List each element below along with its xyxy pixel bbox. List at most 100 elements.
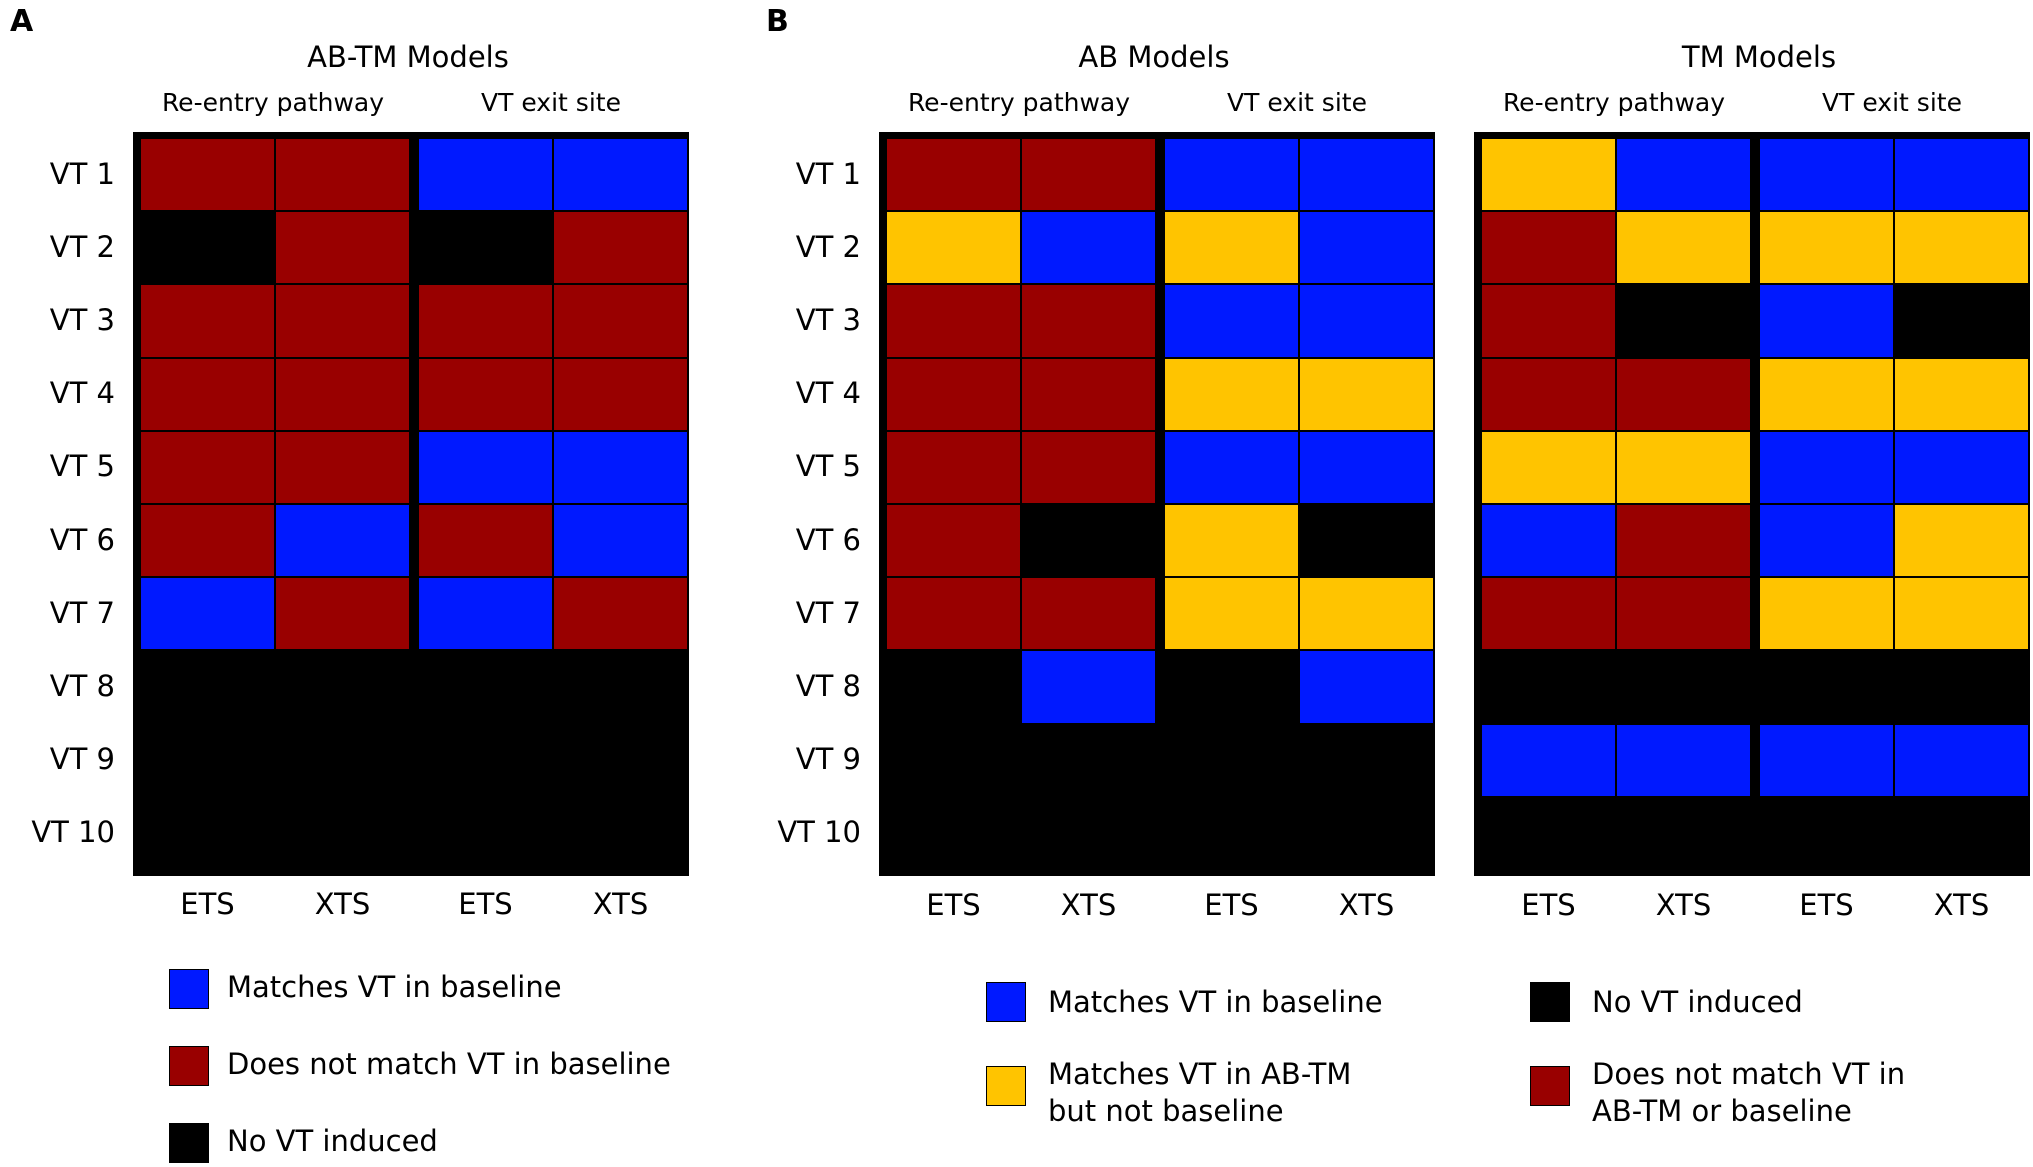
panel-b-ab-cell-r3-c3-match bbox=[1164, 284, 1299, 358]
panel-a-cell-r4-c4-nomatch bbox=[553, 357, 688, 431]
legend-b-nomatch-line1: Does not match VT in bbox=[1592, 1057, 1906, 1091]
panel-a-cell-r9-c3-novt bbox=[418, 723, 553, 797]
panel-b-tm-cell-r4-c3-abtm bbox=[1759, 357, 1894, 431]
panel-b-ab-subheader-reentry: Re-entry pathway bbox=[907, 88, 1131, 117]
legend-b-abtm-line1: Matches VT in AB-TM bbox=[1048, 1057, 1352, 1091]
panel-a-cell-r1-c1-nomatch bbox=[140, 138, 275, 212]
panel-a-row-label-1: VT 1 bbox=[49, 156, 115, 191]
panel-a-cell-r4-c1-nomatch bbox=[140, 357, 275, 431]
panel-b-ab-cell-r6-c1-nomatch bbox=[886, 504, 1021, 578]
panel-b-tm-cell-r8-c4-novt bbox=[1894, 650, 2029, 724]
panel-b-ab-cell-r8-c1-novt bbox=[886, 650, 1021, 724]
panel-b-tm-cell-r6-c3-match bbox=[1759, 504, 1894, 578]
panel-b-tm-cell-r5-c1-abtm bbox=[1481, 430, 1616, 504]
panel-b-tm-cell-r2-c4-abtm bbox=[1894, 211, 2029, 285]
panel-b-tm-cell-r10-c2-novt bbox=[1616, 796, 1751, 870]
panel-a-cell-r3-c3-nomatch bbox=[418, 284, 553, 358]
panel-b-tm-cell-r2-c1-nomatch bbox=[1481, 211, 1616, 285]
panel-b-ab-cell-r1-c1-nomatch bbox=[886, 138, 1021, 212]
panel-b-tm-cell-r5-c3-match bbox=[1759, 430, 1894, 504]
panel-b-tm-col-label-4: XTS bbox=[1933, 888, 1990, 922]
panel-b-tm-cell-r7-c3-abtm bbox=[1759, 577, 1894, 651]
panel-b-tm-cell-r9-c3-match bbox=[1759, 723, 1894, 797]
panel-b-tm-cell-r6-c4-abtm bbox=[1894, 504, 2029, 578]
panel-a-cell-r3-c2-nomatch bbox=[275, 284, 410, 358]
panel-b-tm-cell-r1-c4-match bbox=[1894, 138, 2029, 212]
panel-b-ab-cell-r10-c4-novt bbox=[1299, 796, 1434, 870]
panel-a-cell-r10-c4-novt bbox=[553, 796, 688, 870]
panel-b-tm-cell-r9-c4-match bbox=[1894, 723, 2029, 797]
panel-b-tm-cell-r7-c1-nomatch bbox=[1481, 577, 1616, 651]
panel-a-cell-r7-c2-nomatch bbox=[275, 577, 410, 651]
panel-a-cell-r7-c3-match bbox=[418, 577, 553, 651]
panel-b-tm-cell-r2-c3-abtm bbox=[1759, 211, 1894, 285]
panel-b-row-label-6: VT 6 bbox=[795, 522, 861, 557]
panel-b-ab-cell-r4-c1-nomatch bbox=[886, 357, 1021, 431]
legend-b-abtm-swatch bbox=[986, 1066, 1026, 1106]
legend-b-abtm-line2: but not baseline bbox=[1048, 1094, 1284, 1128]
panel-a-cell-r6-c4-match bbox=[553, 504, 688, 578]
legend-b-novt-text: No VT induced bbox=[1592, 985, 1803, 1019]
panel-a-cell-r10-c1-novt bbox=[140, 796, 275, 870]
panel-b-ab-cell-r6-c2-novt bbox=[1021, 504, 1156, 578]
panel-b-ab-cell-r1-c3-match bbox=[1164, 138, 1299, 212]
panel-a-cell-r5-c1-nomatch bbox=[140, 430, 275, 504]
panel-a-cell-r10-c3-novt bbox=[418, 796, 553, 870]
panel-b-row-label-8: VT 8 bbox=[795, 669, 861, 703]
panel-b-tm-col-label-1: ETS bbox=[1521, 888, 1576, 922]
panel-b-tm-cell-r1-c2-match bbox=[1616, 138, 1751, 212]
panel-a-cell-r7-c1-match bbox=[140, 577, 275, 651]
panel-b-ab-col-label-4: XTS bbox=[1338, 888, 1395, 922]
panel-b-tm-cell-r6-c1-match bbox=[1481, 504, 1616, 578]
panel-a-row-label-7: VT 7 bbox=[49, 595, 115, 630]
panel-b-ab-cell-r8-c4-match bbox=[1299, 650, 1434, 724]
legend-b-nomatch-line2: AB-TM or baseline bbox=[1592, 1094, 1852, 1128]
panel-b-tm-cell-r2-c2-abtm bbox=[1616, 211, 1751, 285]
panel-a-row-label-2: VT 2 bbox=[49, 229, 115, 264]
panel-b-tm-subheader-reentry: Re-entry pathway bbox=[1502, 88, 1726, 117]
panel-b-ab-cell-r4-c3-abtm bbox=[1164, 357, 1299, 431]
panel-a-row-label-6: VT 6 bbox=[49, 522, 115, 557]
panel-a-cell-r5-c2-nomatch bbox=[275, 430, 410, 504]
panel-a-cell-r8-c2-novt bbox=[275, 650, 410, 724]
panel-b-tm-cell-r3-c3-match bbox=[1759, 284, 1894, 358]
panel-a-cell-r8-c3-novt bbox=[418, 650, 553, 724]
panel-b-ab-cell-r9-c1-novt bbox=[886, 723, 1021, 797]
panel-a-cell-r2-c3-novt bbox=[418, 211, 553, 285]
panel-b-ab-cell-r1-c4-match bbox=[1299, 138, 1434, 212]
legend-a-match-swatch bbox=[169, 969, 209, 1009]
panel-a-cell-r2-c1-novt bbox=[140, 211, 275, 285]
panel-b-ab-cell-r10-c1-novt bbox=[886, 796, 1021, 870]
panel-a-cell-r3-c1-nomatch bbox=[140, 284, 275, 358]
panel-a-cell-r2-c2-nomatch bbox=[275, 211, 410, 285]
panel-a-cell-r8-c1-novt bbox=[140, 650, 275, 724]
panel-b-tm-cell-r8-c2-novt bbox=[1616, 650, 1751, 724]
panel-a-col-label-4: XTS bbox=[592, 887, 649, 921]
panel-a-cell-r9-c2-novt bbox=[275, 723, 410, 797]
panel-b-row-label-4: VT 4 bbox=[795, 376, 861, 411]
panel-b-ab-cell-r7-c3-abtm bbox=[1164, 577, 1299, 651]
panel-a-cell-r1-c3-match bbox=[418, 138, 553, 212]
panel-a-subheader-exit: VT exit site bbox=[481, 88, 621, 117]
panel-b-tm-cell-r4-c2-nomatch bbox=[1616, 357, 1751, 431]
panel-b-tm-cell-r8-c3-novt bbox=[1759, 650, 1894, 724]
panel-a-label: A bbox=[10, 4, 34, 39]
panel-b-tm-cell-r1-c3-match bbox=[1759, 138, 1894, 212]
panel-a-col-label-1: ETS bbox=[180, 887, 235, 921]
panel-a-col-label-2: XTS bbox=[314, 887, 371, 921]
panel-a-row-label-4: VT 4 bbox=[49, 376, 115, 411]
panel-b-ab-col-label-1: ETS bbox=[926, 888, 981, 922]
panel-b-tm-cell-r7-c4-abtm bbox=[1894, 577, 2029, 651]
panel-a-cell-r5-c4-match bbox=[553, 430, 688, 504]
panel-a-row-label-10: VT 10 bbox=[31, 815, 115, 850]
panel-b-tm-cell-r1-c1-abtm bbox=[1481, 138, 1616, 212]
panel-b-ab-title: AB Models bbox=[1078, 40, 1230, 74]
panel-b-ab-cell-r10-c3-novt bbox=[1164, 796, 1299, 870]
legend-b-nomatch-swatch bbox=[1530, 1066, 1570, 1106]
panel-b-ab-cell-r5-c4-match bbox=[1299, 430, 1434, 504]
panel-a-row-label-5: VT 5 bbox=[49, 449, 115, 484]
panel-a-cell-r4-c2-nomatch bbox=[275, 357, 410, 431]
panel-a-cell-r6-c2-match bbox=[275, 504, 410, 578]
panel-a-col-label-3: ETS bbox=[458, 887, 513, 921]
panel-b-ab-cell-r1-c2-nomatch bbox=[1021, 138, 1156, 212]
